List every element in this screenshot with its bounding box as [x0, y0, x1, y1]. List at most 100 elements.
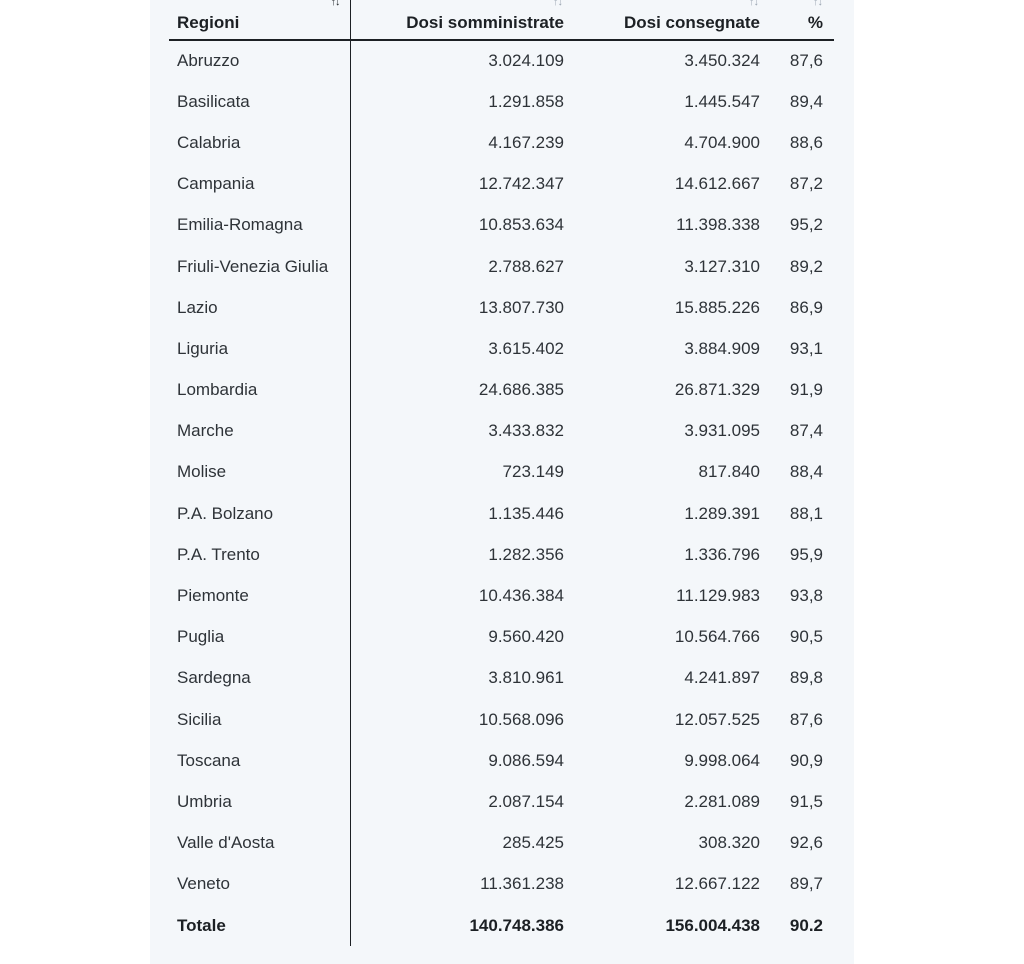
column-header-label: %	[807, 13, 823, 32]
delivered-doses-cell: 1.289.391	[684, 503, 760, 523]
region-cell: Marche	[169, 410, 351, 452]
table-row: Campania 12.742.347 14.612.667 87,2	[169, 163, 834, 205]
percent-cell: 90,9	[789, 750, 823, 770]
administered-doses-cell: 10.853.634	[478, 215, 564, 235]
column-header-dosi-somministrate[interactable]: ↑↓ Dosi somministrate	[350, 0, 568, 41]
table-row: Puglia 9.560.420 10.564.766 90,5	[169, 616, 834, 658]
delivered-doses-cell: 9.998.064	[684, 750, 760, 770]
administered-doses-cell: 24.686.385	[478, 380, 564, 400]
percent-cell: 93,8	[789, 586, 823, 606]
percent-cell: 87,4	[789, 421, 823, 441]
table-row: Basilicata 1.291.858 1.445.547 89,4	[169, 81, 834, 123]
table-row: Sardegna 3.810.961 4.241.897 89,8	[169, 657, 834, 699]
percent-cell: 89,4	[789, 91, 823, 111]
administered-doses-cell: 3.433.832	[488, 421, 564, 441]
percent-cell: 91,5	[789, 791, 823, 811]
administered-doses-cell: 13.807.730	[478, 297, 564, 317]
table-row: Piemonte 10.436.384 11.129.983 93,8	[169, 575, 834, 617]
column-header-label: Dosi consegnate	[623, 13, 760, 32]
table-row: Lazio 13.807.730 15.885.226 86,9	[169, 287, 834, 329]
sort-icon[interactable]: ↑↓	[330, 0, 341, 8]
percent-cell: 87,2	[789, 174, 823, 194]
delivered-doses-cell: 3.127.310	[684, 256, 760, 276]
administered-doses-cell: 10.436.384	[478, 586, 564, 606]
administered-doses-cell: 140.748.386	[469, 915, 564, 935]
delivered-doses-cell: 3.884.909	[684, 338, 760, 358]
administered-doses-cell: 3.615.402	[488, 338, 564, 358]
region-cell: Liguria	[169, 328, 351, 370]
table-row: Emilia-Romagna 10.853.634 11.398.338 95,2	[169, 204, 834, 246]
region-cell: Abruzzo	[169, 40, 351, 82]
table-row: Molise 723.149 817.840 88,4	[169, 451, 834, 494]
total-row: Totale 140.748.386 156.004.438 90.2	[169, 904, 834, 947]
table-row: Valle d'Aosta 285.425 308.320 92,6	[169, 822, 834, 864]
region-cell: Campania	[169, 163, 351, 205]
region-cell: Molise	[169, 451, 351, 494]
administered-doses-cell: 2.087.154	[488, 791, 564, 811]
table-row: Marche 3.433.832 3.931.095 87,4	[169, 410, 834, 452]
region-cell: Totale	[169, 904, 351, 947]
table-row: Calabria 4.167.239 4.704.900 88,6	[169, 122, 834, 164]
delivered-doses-cell: 11.398.338	[676, 215, 760, 235]
table-body: Abruzzo 3.024.109 3.450.324 87,6 Basilicata 1…	[169, 40, 834, 947]
table-row: Friuli-Venezia Giulia 2.788.627 3.127.310 8…	[169, 245, 834, 288]
region-cell: Veneto	[169, 863, 351, 905]
region-cell: Basilicata	[169, 81, 351, 123]
administered-doses-cell: 3.024.109	[488, 51, 564, 71]
column-header-dosi-consegnate[interactable]: ↑↓ Dosi consegnate	[568, 0, 764, 41]
delivered-doses-cell: 2.281.089	[684, 791, 760, 811]
percent-cell: 88,6	[789, 132, 823, 152]
column-header-percent[interactable]: ↑↓ %	[764, 0, 834, 41]
percent-cell: 87,6	[789, 709, 823, 729]
table-header: ↑↓ Regioni ↑↓ Dosi somministrate ↑↓ Dosi…	[169, 0, 834, 41]
percent-cell: 89,2	[789, 256, 823, 276]
percent-cell: 90,5	[789, 627, 823, 647]
table-row: P.A. Trento 1.282.356 1.336.796 95,9	[169, 534, 834, 576]
table-row: Umbria 2.087.154 2.281.089 91,5	[169, 781, 834, 823]
column-header-label: Dosi somministrate	[406, 13, 564, 32]
delivered-doses-cell: 11.129.983	[676, 586, 760, 606]
region-cell: P.A. Trento	[169, 534, 351, 576]
percent-cell: 87,6	[789, 51, 823, 71]
table-row: Veneto 11.361.238 12.667.122 89,7	[169, 863, 834, 905]
percent-cell: 86,9	[789, 297, 823, 317]
table-row: P.A. Bolzano 1.135.446 1.289.391 88,1	[169, 493, 834, 535]
table-row: Lombardia 24.686.385 26.871.329 91,9	[169, 369, 834, 411]
sort-icon[interactable]: ↑↓	[553, 0, 563, 8]
administered-doses-cell: 11.361.238	[480, 874, 564, 894]
percent-cell: 95,9	[789, 544, 823, 564]
administered-doses-cell: 1.291.858	[488, 91, 564, 111]
administered-doses-cell: 9.560.420	[488, 627, 564, 647]
delivered-doses-cell: 15.885.226	[674, 297, 760, 317]
sort-icon[interactable]: ↑↓	[749, 0, 759, 8]
delivered-doses-cell: 12.057.525	[674, 709, 760, 729]
table-row: Toscana 9.086.594 9.998.064 90,9	[169, 740, 834, 782]
administered-doses-cell: 10.568.096	[478, 709, 564, 729]
delivered-doses-cell: 3.450.324	[684, 51, 760, 71]
region-cell: Puglia	[169, 616, 351, 658]
column-header-label: Regioni	[177, 13, 240, 32]
administered-doses-cell: 2.788.627	[488, 256, 564, 276]
percent-cell: 91,9	[789, 380, 823, 400]
delivered-doses-cell: 1.445.547	[684, 91, 760, 111]
percent-cell: 95,2	[789, 215, 823, 235]
administered-doses-cell: 12.742.347	[478, 174, 564, 194]
administered-doses-cell: 3.810.961	[488, 668, 564, 688]
delivered-doses-cell: 3.931.095	[684, 421, 760, 441]
delivered-doses-cell: 308.320	[698, 833, 760, 853]
administered-doses-cell: 9.086.594	[488, 750, 564, 770]
region-cell: Sicilia	[169, 699, 351, 741]
column-header-regioni[interactable]: ↑↓ Regioni	[169, 0, 351, 41]
vaccine-doses-table: ↑↓ Regioni ↑↓ Dosi somministrate ↑↓ Dosi…	[169, 0, 834, 947]
region-cell: Emilia-Romagna	[169, 204, 351, 246]
percent-cell: 90.2	[789, 915, 823, 935]
region-cell: Sardegna	[169, 657, 351, 699]
table-row: Liguria 3.615.402 3.884.909 93,1	[169, 328, 834, 370]
delivered-doses-cell: 1.336.796	[684, 544, 760, 564]
sort-icon[interactable]: ↑↓	[813, 0, 823, 8]
percent-cell: 89,7	[789, 874, 823, 894]
table-row: Sicilia 10.568.096 12.057.525 87,6	[169, 699, 834, 741]
delivered-doses-cell: 14.612.667	[674, 174, 760, 194]
delivered-doses-cell: 817.840	[698, 462, 760, 482]
region-cell: Valle d'Aosta	[169, 822, 351, 864]
